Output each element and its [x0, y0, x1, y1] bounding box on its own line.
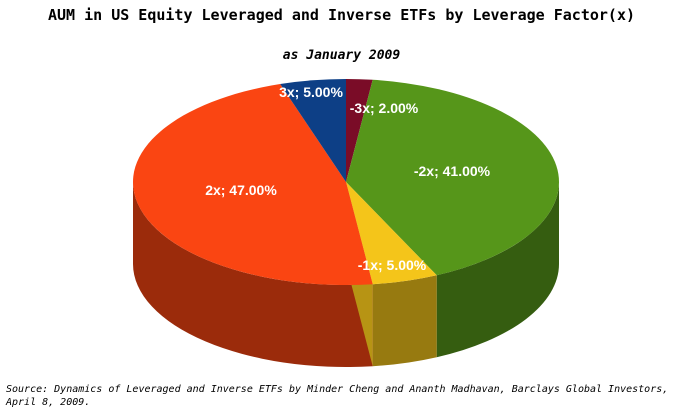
pie-label--1x: -1x; 5.00%: [358, 257, 427, 273]
pie-slice--1x: [346, 182, 437, 285]
pie-slice--3x: [346, 79, 373, 182]
pie-wall--1x: [372, 275, 437, 367]
pie-slice--2x: [346, 79, 559, 276]
pie-slice-2x: [132, 84, 373, 286]
pie-label-2x: 2x; 47.00%: [205, 182, 277, 198]
chart-title: AUM in US Equity Leveraged and Inverse E…: [48, 6, 635, 24]
pie-label--3x: -3x; 2.00%: [350, 100, 419, 116]
chart-subtitle: as January 2009: [282, 48, 401, 63]
pie-wall--2x: [436, 182, 559, 358]
pie-label--2x: -2x; 41.00%: [414, 163, 491, 179]
pie-label-3x: 3x; 5.00%: [279, 84, 343, 100]
pie-wall-2x: [133, 182, 373, 368]
source-note: Source: Dynamics of Leveraged and Invers…: [6, 384, 669, 408]
pie-slice-3x: [280, 79, 346, 182]
